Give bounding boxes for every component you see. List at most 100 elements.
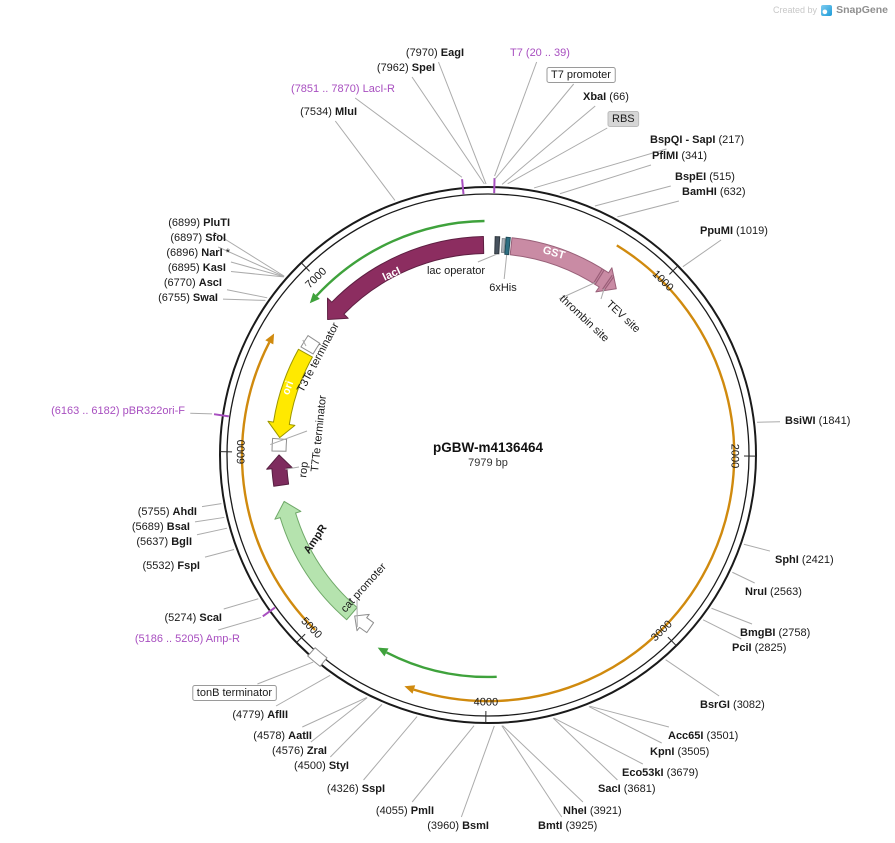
feature-GST[interactable] bbox=[509, 237, 617, 293]
position-tick-7000 bbox=[300, 262, 310, 272]
position-tick-3000 bbox=[667, 636, 677, 647]
feature-lac-operator[interactable] bbox=[494, 236, 501, 255]
site-label-aatii[interactable]: (4578) AatII bbox=[253, 730, 312, 742]
feature-RBS-feature[interactable] bbox=[500, 237, 506, 254]
callout-bamhi bbox=[617, 200, 680, 218]
cat-promoter-label[interactable]: cat promoter bbox=[339, 561, 389, 615]
site-label-pmli[interactable]: (4055) PmlI bbox=[376, 805, 434, 817]
site-label-sphi[interactable]: SphI (2421) bbox=[775, 554, 834, 566]
site-label-fspi[interactable]: (5532) FspI bbox=[143, 560, 200, 572]
site-label-pflmi[interactable]: PflMI (341) bbox=[652, 150, 707, 162]
feature-AmpR[interactable] bbox=[274, 500, 358, 621]
site-label-bsai[interactable]: (5689) BsaI bbox=[132, 521, 190, 533]
callout-swai bbox=[222, 298, 266, 301]
site-label-t7-primer[interactable]: T7 (20 .. 39) bbox=[510, 47, 570, 59]
site-label-kasi[interactable]: (6895) KasI bbox=[168, 262, 226, 274]
callout-amp-r-primer bbox=[218, 616, 262, 631]
callout-laci-r-primer bbox=[354, 97, 463, 178]
site-label-sspi[interactable]: (4326) SspI bbox=[327, 783, 385, 795]
site-label-asci[interactable]: (6770) AscI bbox=[164, 277, 222, 289]
callout-spei bbox=[411, 76, 485, 185]
feature-lacI[interactable] bbox=[327, 236, 485, 320]
pBR322ori-F-primer-mark[interactable] bbox=[213, 413, 230, 418]
site-label-eco53ki[interactable]: Eco53kI (3679) bbox=[622, 767, 698, 779]
position-tick-5000 bbox=[296, 633, 306, 643]
callout-sphi bbox=[743, 543, 771, 552]
feature-T3Te-terminator-feature[interactable] bbox=[300, 334, 321, 355]
callout-ppumi bbox=[682, 239, 722, 268]
site-label-nrui[interactable]: NruI (2563) bbox=[745, 586, 802, 598]
site-label-zrai[interactable]: (4576) ZraI bbox=[272, 745, 327, 757]
ori-label[interactable]: ori bbox=[280, 379, 296, 396]
site-label-scai[interactable]: (5274) ScaI bbox=[165, 612, 223, 624]
site-label-pcii[interactable]: PciI (2825) bbox=[732, 642, 786, 654]
site-label-swai[interactable]: (6755) SwaI bbox=[158, 292, 218, 304]
site-label-amp-r-primer[interactable]: (5186 .. 5205) Amp-R bbox=[135, 633, 240, 645]
snapgene-credit: Created by SnapGene bbox=[773, 4, 888, 16]
callout-acc65i bbox=[589, 705, 670, 728]
feature-rop[interactable] bbox=[266, 454, 293, 487]
site-label-spei[interactable]: (7962) SpeI bbox=[377, 62, 435, 74]
callout-bmgbi bbox=[711, 607, 753, 625]
site-label-aflii[interactable]: (4779) AflII bbox=[232, 709, 288, 721]
callout-bsai bbox=[194, 516, 225, 523]
site-label-bmti[interactable]: BmtI (3925) bbox=[538, 820, 597, 832]
site-label-xbai[interactable]: XbaI (66) bbox=[583, 91, 629, 103]
callout-t7-primer bbox=[494, 61, 538, 177]
LacI-R-primer-mark[interactable] bbox=[461, 179, 465, 195]
site-label-ppumi[interactable]: PpuMI (1019) bbox=[700, 225, 768, 237]
feature-T7Te-terminator-feature[interactable] bbox=[271, 437, 288, 452]
callout-t7te-terminator-label bbox=[270, 430, 308, 446]
feature-ori[interactable] bbox=[267, 348, 313, 439]
site-label-bspqi-sapi[interactable]: BspQI - SapI (217) bbox=[650, 134, 744, 146]
site-label-bamhi[interactable]: BamHI (632) bbox=[682, 186, 746, 198]
site-label-sfoi[interactable]: (6897) SfoI bbox=[170, 232, 226, 244]
rop-label[interactable]: rop bbox=[297, 461, 311, 478]
site-label-t7-promoter[interactable]: T7 promoter bbox=[551, 69, 611, 81]
feature-tonB-terminator-feature[interactable] bbox=[306, 647, 328, 668]
site-label-saci[interactable]: SacI (3681) bbox=[598, 783, 656, 795]
tev-site-label[interactable]: TEV site bbox=[604, 298, 643, 335]
Amp-R-primer-mark[interactable] bbox=[262, 606, 276, 618]
site-label-laci-r-primer[interactable]: (7851 .. 7870) LacI-R bbox=[291, 83, 395, 95]
feature-6xHis-feature[interactable] bbox=[504, 236, 511, 256]
site-label-bspei[interactable]: BspEI (515) bbox=[675, 171, 735, 183]
lac-operator-label[interactable]: lac operator bbox=[427, 265, 485, 277]
position-label-4000: 4000 bbox=[474, 696, 499, 708]
callout-nrui bbox=[732, 571, 755, 584]
site-label-rbs[interactable]: RBS bbox=[612, 113, 635, 125]
site-label-bgli[interactable]: (5637) BglI bbox=[136, 536, 192, 548]
site-label-acc65i[interactable]: Acc65I (3501) bbox=[668, 730, 738, 742]
6xhis-label[interactable]: 6xHis bbox=[489, 282, 517, 294]
callout-xbai bbox=[501, 105, 596, 185]
orf-arc-top-arrowhead bbox=[309, 292, 320, 304]
site-label-nari[interactable]: (6896) NarI * bbox=[166, 247, 230, 259]
site-label-styi[interactable]: (4500) StyI bbox=[294, 760, 349, 772]
callout-styi bbox=[329, 704, 383, 758]
orf-arcs-layer bbox=[240, 219, 736, 703]
orf-arc-bottom-arrowhead bbox=[377, 647, 389, 657]
t7te-terminator-label[interactable]: T7Te terminator bbox=[309, 394, 329, 472]
callout-pmli bbox=[411, 725, 475, 803]
site-label-nhei[interactable]: NheI (3921) bbox=[563, 805, 622, 817]
site-label-pbr322ori-f-primer[interactable]: (6163 .. 6182) pBR322ori-F bbox=[51, 405, 185, 417]
site-label-bsrgi[interactable]: BsrGI (3082) bbox=[700, 699, 765, 711]
site-label-tonb-terminator[interactable]: tonB terminator bbox=[197, 687, 273, 699]
plasmid-backbone-outer-ring bbox=[219, 186, 757, 724]
site-label-ahdi[interactable]: (5755) AhdI bbox=[138, 506, 197, 518]
site-label-mlui[interactable]: (7534) MluI bbox=[300, 106, 357, 118]
site-label-kpni[interactable]: KpnI (3505) bbox=[650, 746, 709, 758]
callout-scai bbox=[223, 598, 259, 610]
thrombin-site-label[interactable]: thrombin site bbox=[557, 293, 611, 345]
site-label-pluti[interactable]: (6899) PluTI bbox=[168, 217, 230, 229]
site-label-bsmi[interactable]: (3960) BsmI bbox=[427, 820, 489, 832]
features-layer bbox=[266, 236, 617, 668]
site-label-eagi[interactable]: (7970) EagI bbox=[406, 47, 464, 59]
site-label-bmgbi[interactable]: BmgBI (2758) bbox=[740, 627, 810, 639]
feature-cat-promoter[interactable] bbox=[354, 613, 375, 634]
site-label-bsiwi[interactable]: BsiWI (1841) bbox=[785, 415, 850, 427]
callout-asci bbox=[226, 289, 268, 299]
callout-bmti bbox=[501, 725, 563, 818]
orf-arc-top bbox=[315, 219, 485, 297]
